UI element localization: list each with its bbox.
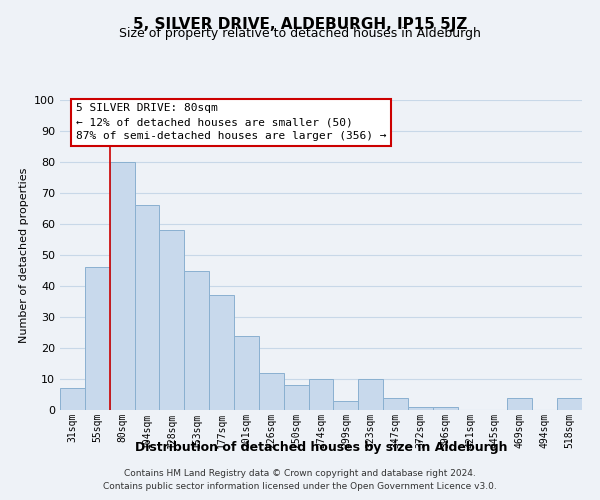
Text: 5, SILVER DRIVE, ALDEBURGH, IP15 5JZ: 5, SILVER DRIVE, ALDEBURGH, IP15 5JZ <box>133 18 467 32</box>
Bar <box>184 270 209 410</box>
Bar <box>234 336 259 410</box>
Text: Contains HM Land Registry data © Crown copyright and database right 2024.
Contai: Contains HM Land Registry data © Crown c… <box>103 469 497 491</box>
Bar <box>134 206 160 410</box>
Bar <box>408 407 433 410</box>
Bar <box>60 388 85 410</box>
Text: Distribution of detached houses by size in Aldeburgh: Distribution of detached houses by size … <box>135 441 507 454</box>
Bar <box>110 162 134 410</box>
Bar <box>308 379 334 410</box>
Y-axis label: Number of detached properties: Number of detached properties <box>19 168 29 342</box>
Text: 5 SILVER DRIVE: 80sqm
← 12% of detached houses are smaller (50)
87% of semi-deta: 5 SILVER DRIVE: 80sqm ← 12% of detached … <box>76 103 386 141</box>
Bar <box>259 373 284 410</box>
Bar <box>358 379 383 410</box>
Text: Size of property relative to detached houses in Aldeburgh: Size of property relative to detached ho… <box>119 28 481 40</box>
Bar <box>508 398 532 410</box>
Bar <box>160 230 184 410</box>
Bar <box>383 398 408 410</box>
Bar <box>433 407 458 410</box>
Bar <box>334 400 358 410</box>
Bar <box>557 398 582 410</box>
Bar <box>85 268 110 410</box>
Bar <box>209 296 234 410</box>
Bar <box>284 385 308 410</box>
